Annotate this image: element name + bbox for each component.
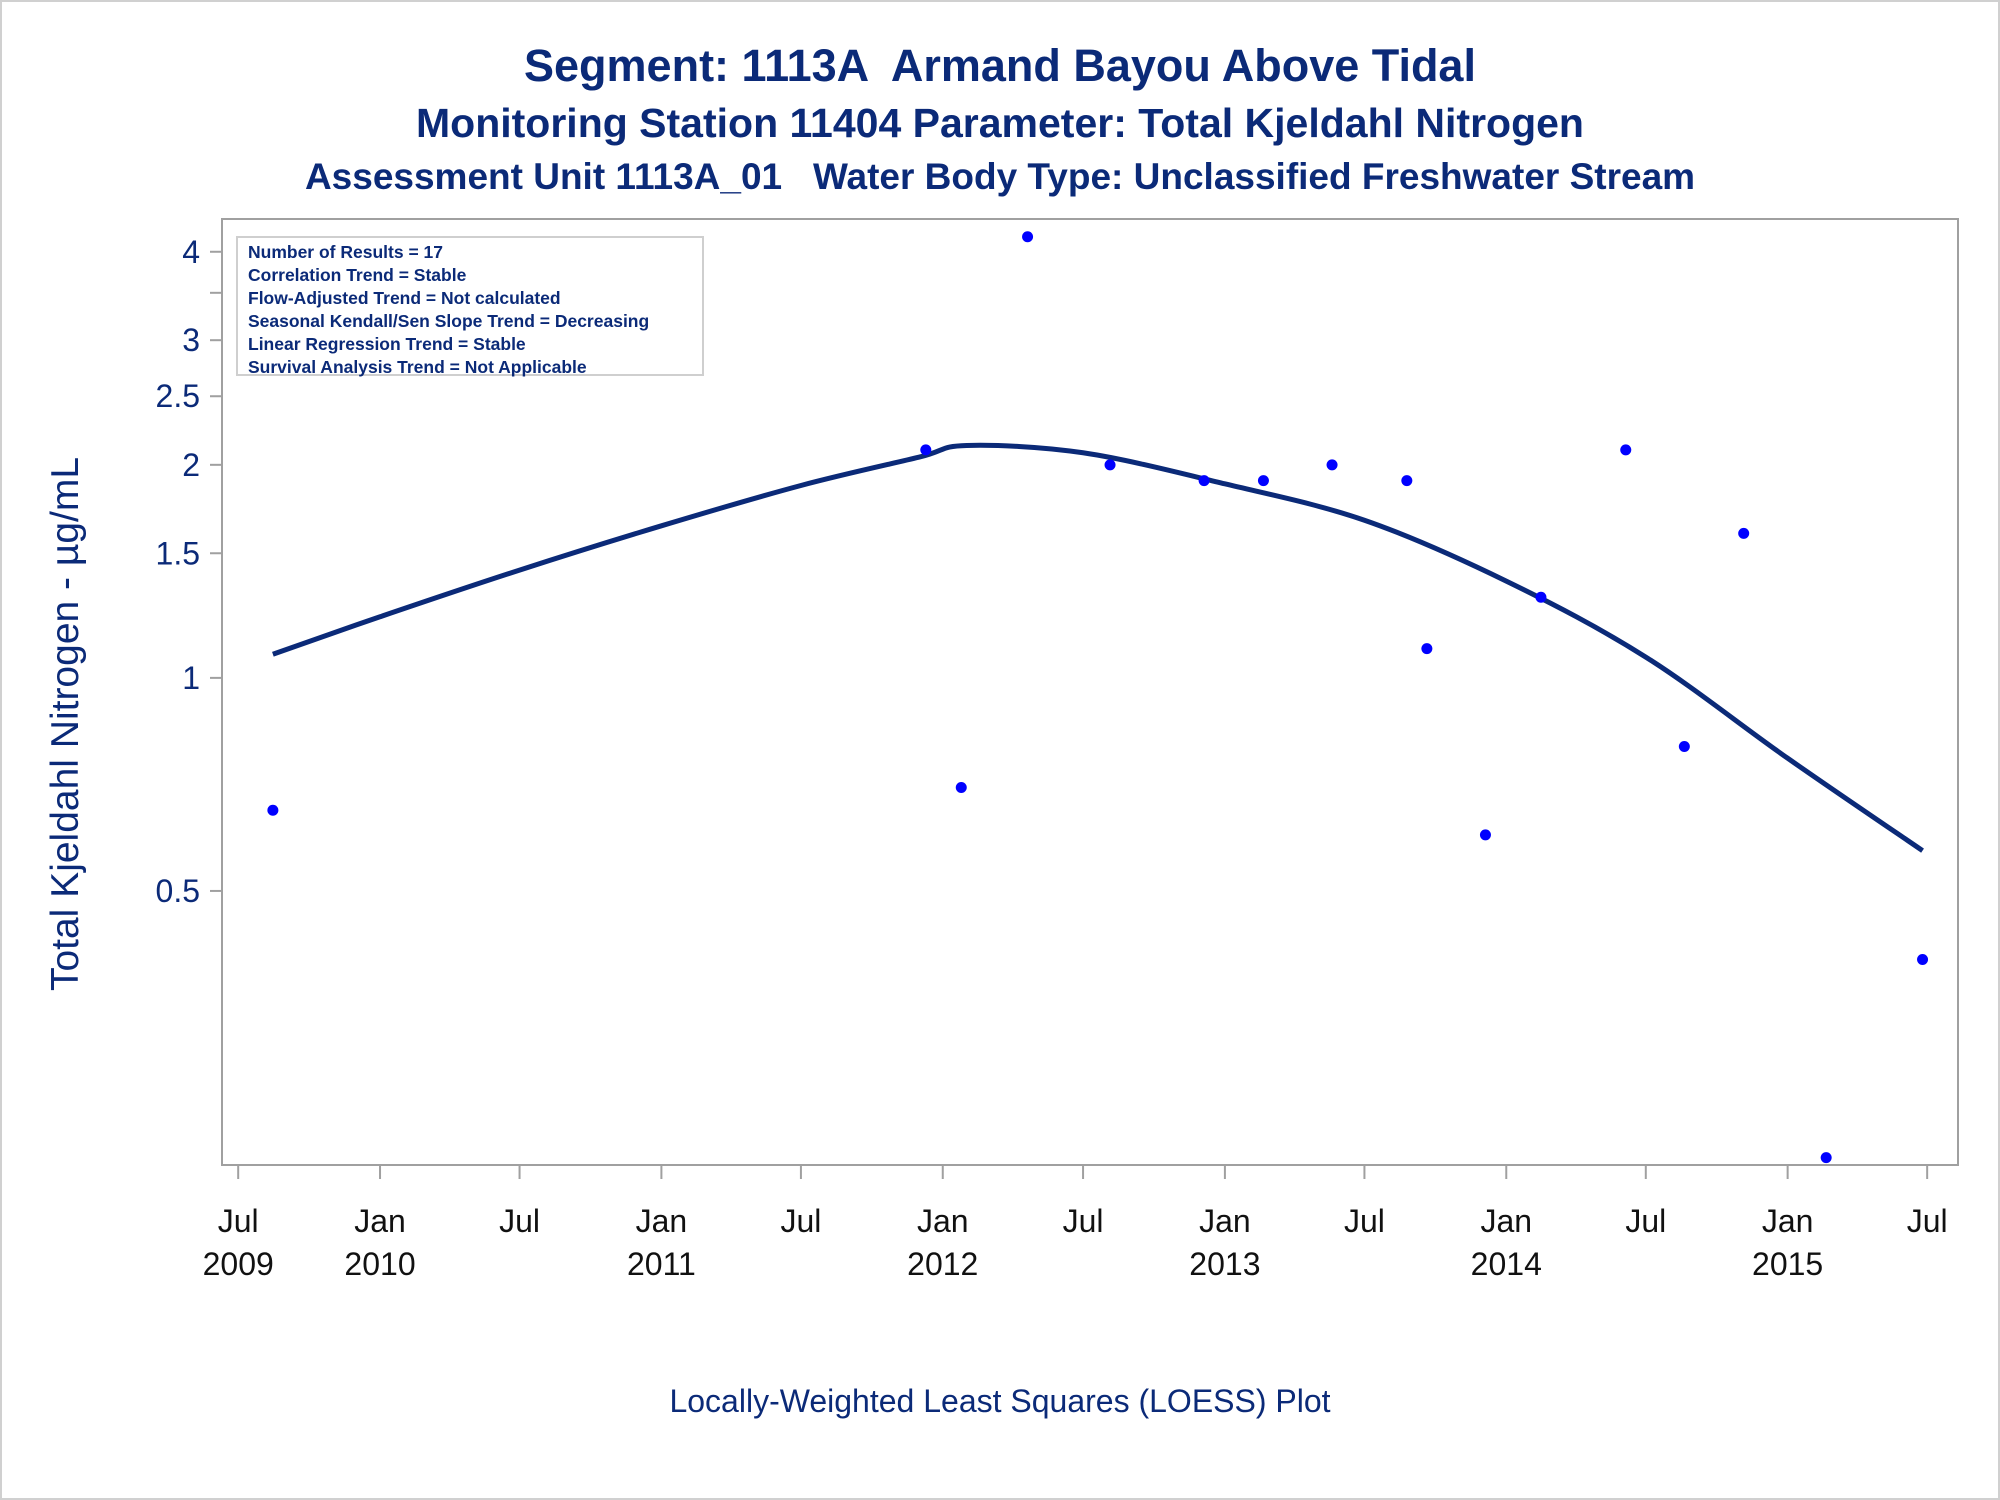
info-line-survival: Survival Analysis Trend = Not Applicable: [248, 357, 587, 377]
x-tick-label: 2011: [627, 1246, 696, 1282]
data-point: [1257, 475, 1269, 487]
data-point: [1738, 527, 1750, 539]
chart-subtitle: Monitoring Station 11404 Parameter: Tota…: [416, 100, 1584, 146]
y-axis-label: Total Kjeldahl Nitrogen - µg/mL: [44, 457, 87, 991]
data-point: [1401, 475, 1413, 487]
data-point: [1620, 444, 1632, 456]
data-point: [1326, 459, 1338, 471]
y-tick-label: 2.5: [156, 378, 200, 414]
x-tick-label: Jan: [354, 1203, 406, 1239]
data-point: [1104, 459, 1116, 471]
trend-info-box: Number of Results = 17 Correlation Trend…: [236, 236, 704, 377]
y-tick-label: 4: [182, 234, 200, 270]
data-point: [267, 804, 279, 816]
y-tick-label: 2: [182, 447, 200, 483]
x-tick-label: Jan: [917, 1203, 969, 1239]
info-line-seasonal-kendall: Seasonal Kendall/Sen Slope Trend = Decre…: [248, 311, 650, 331]
info-line-flow-adjusted: Flow-Adjusted Trend = Not calculated: [248, 288, 561, 308]
data-point: [1917, 954, 1929, 966]
plot-frame: [221, 218, 1959, 1166]
info-line-linear-regression: Linear Regression Trend = Stable: [248, 334, 526, 354]
data-point: [955, 782, 967, 794]
x-tick-label: 2010: [344, 1246, 415, 1282]
loess-curve: [272, 442, 1924, 853]
x-tick-label: Jul: [499, 1203, 540, 1239]
x-tick-label: Jan: [1762, 1203, 1814, 1239]
x-tick-label: Jul: [1625, 1203, 1666, 1239]
y-tick-label: 3: [182, 322, 200, 358]
x-tick-label: Jul: [1907, 1203, 1948, 1239]
data-point: [1198, 475, 1210, 487]
info-line-correlation: Correlation Trend = Stable: [248, 265, 467, 285]
y-tick-label: 0.5: [156, 873, 200, 909]
x-tick-label: Jul: [1063, 1203, 1104, 1239]
data-point: [1535, 591, 1547, 603]
footnote: Locally-Weighted Least Squares (LOESS) P…: [669, 1383, 1331, 1419]
x-tick-label: Jul: [1344, 1203, 1385, 1239]
x-tick-label: Jan: [636, 1203, 688, 1239]
x-tick-label: Jan: [1199, 1203, 1251, 1239]
x-tick-label: 2013: [1189, 1246, 1260, 1282]
x-tick-label: 2014: [1471, 1246, 1542, 1282]
x-tick-label: 2009: [203, 1246, 274, 1282]
x-tick-label: 2015: [1752, 1246, 1823, 1282]
x-tick-label: 2012: [907, 1246, 978, 1282]
chart-subtitle-2: Assessment Unit 1113A_01 Water Body Type…: [304, 156, 1696, 197]
y-tick-label: 1.5: [156, 535, 200, 571]
chart-title: Segment: 1113A Armand Bayou Above Tidal: [524, 40, 1476, 91]
data-point: [1820, 1152, 1832, 1164]
x-tick-label: Jul: [218, 1203, 259, 1239]
data-point: [920, 444, 932, 456]
x-tick-label: Jul: [780, 1203, 821, 1239]
data-point: [1022, 231, 1034, 243]
data-point: [1421, 643, 1433, 655]
info-line-results: Number of Results = 17: [248, 242, 443, 262]
data-point: [1678, 740, 1690, 752]
data-point: [1479, 829, 1491, 841]
y-tick-label: 1: [182, 660, 200, 696]
x-tick-label: Jan: [1480, 1203, 1532, 1239]
